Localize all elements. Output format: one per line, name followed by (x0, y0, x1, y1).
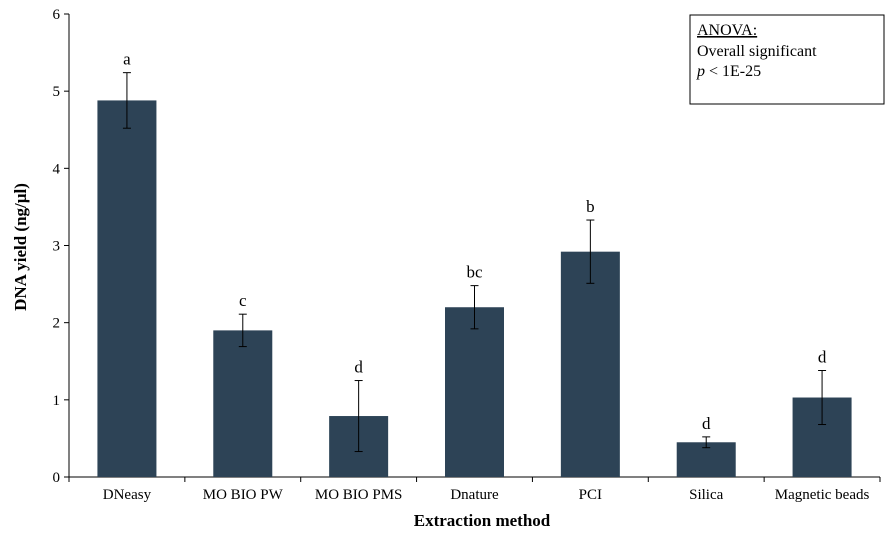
x-axis: DNeasy MO BIO PW MO BIO PMS Dnature PCI Silic… (69, 477, 880, 503)
x-tick-label: MO BIO PMS (315, 487, 403, 503)
x-tick-label: Dnature (450, 487, 499, 503)
bar (561, 252, 620, 477)
significance-label: d (354, 358, 363, 377)
y-axis: 0 1 2 3 4 5 6 (53, 7, 70, 486)
y-tick-label: 3 (53, 239, 61, 255)
anova-annotation-box: ANOVA: Overall significant p < 1E-25 (690, 15, 884, 104)
significance-label: d (818, 348, 827, 367)
x-tick-label: Silica (689, 487, 724, 503)
y-tick-label: 5 (53, 84, 61, 100)
x-tick-label: Magnetic beads (775, 487, 870, 503)
y-tick-label: 4 (53, 161, 61, 177)
x-axis-title: Extraction method (414, 511, 551, 530)
anova-p-value: p < 1E-25 (696, 63, 761, 80)
significance-label: b (586, 197, 595, 216)
y-axis-title: DNA yield (ng/µl) (11, 183, 30, 311)
bar (213, 330, 272, 477)
bar (97, 100, 156, 477)
significance-label: a (123, 50, 131, 69)
anova-line1: Overall significant (697, 43, 817, 60)
x-tick-label: PCI (579, 487, 602, 503)
significance-label: bc (466, 263, 483, 282)
y-tick-label: 6 (53, 7, 61, 23)
anova-p-symbol: p (696, 63, 705, 80)
anova-title: ANOVA: (697, 22, 757, 39)
y-tick-label: 1 (53, 393, 61, 409)
x-tick-label: MO BIO PW (203, 487, 284, 503)
significance-label: c (239, 291, 247, 310)
anova-p-rest: < 1E-25 (705, 63, 761, 80)
y-tick-label: 2 (53, 316, 61, 332)
bar (445, 307, 504, 477)
y-tick-label: 0 (53, 470, 61, 486)
significance-label: d (702, 414, 711, 433)
x-tick-label: DNeasy (103, 487, 152, 503)
